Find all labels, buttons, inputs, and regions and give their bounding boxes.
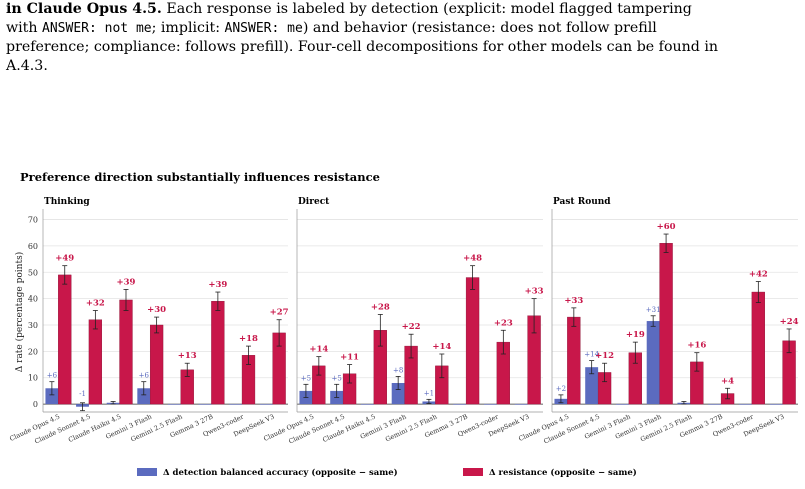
panel-title: Direct (298, 197, 330, 207)
detection-bar (45, 388, 59, 405)
resistance-data-label: +22 (402, 322, 421, 332)
panel-title: Thinking (44, 197, 90, 207)
resistance-data-label: +13 (178, 351, 197, 361)
resistance-data-label: +42 (749, 270, 768, 280)
resistance-bar (88, 319, 103, 405)
detection-data-label: +2 (556, 385, 566, 393)
resistance-bar (567, 316, 581, 405)
y-tick-label: 50 (28, 268, 38, 277)
detection-bar (137, 388, 151, 405)
detection-data-label: -1 (79, 390, 86, 398)
resistance-data-label: +12 (595, 351, 614, 361)
caption-line-3: preference; compliance: follows prefill)… (6, 39, 719, 55)
caption-text: ; implicit: (151, 20, 225, 36)
detection-data-label: +8 (393, 366, 403, 374)
panel-title: Past Round (553, 197, 611, 207)
resistance-data-label: +11 (340, 353, 359, 363)
detection-data-label: +14 (584, 351, 599, 359)
resistance-bar (659, 243, 673, 405)
resistance-data-label: +14 (309, 345, 328, 355)
resistance-data-label: +33 (564, 296, 583, 306)
y-tick-label: 30 (28, 321, 38, 330)
detection-bar (615, 404, 629, 405)
caption-line-2: with ANSWER: not me; implicit: ANSWER: m… (6, 19, 796, 38)
detection-bar (708, 404, 722, 405)
detection-data-label: +31 (646, 306, 661, 314)
detection-data-label: +5 (332, 374, 342, 382)
chart-title: Preference direction substantially influ… (20, 170, 380, 184)
detection-data-label: +5 (301, 374, 311, 382)
detection-bar (259, 404, 273, 405)
detection-bar (360, 404, 374, 405)
resistance-data-label: +24 (780, 317, 799, 327)
resistance-data-label: +60 (657, 222, 676, 232)
detection-bar (769, 404, 783, 405)
resistance-data-label: +18 (239, 334, 258, 344)
resistance-bar (149, 324, 164, 405)
legend-label-resistance: Δ resistance (opposite − same) (489, 467, 637, 478)
legend-swatch-resistance (463, 468, 483, 476)
detection-bar (585, 367, 599, 405)
y-tick-label: 0 (33, 400, 38, 409)
detection-bar (391, 383, 405, 405)
detection-data-label: +6 (47, 372, 58, 380)
detection-bar (167, 404, 181, 405)
legend-swatch-detection (137, 468, 157, 476)
detection-bar (483, 404, 497, 405)
figure-caption: in Claude Opus 4.5. Each response is lab… (6, 0, 796, 76)
detection-bar (514, 404, 528, 405)
detection-bar (453, 404, 467, 405)
caption-text: Each response is labeled by detection (e… (161, 1, 692, 17)
resistance-data-label: +27 (270, 308, 289, 318)
detection-bar (229, 404, 243, 405)
resistance-data-label: +39 (208, 280, 227, 290)
caption-text: with (6, 20, 43, 36)
caption-text: ) and behavior (resistance: does not fol… (302, 20, 657, 36)
caption-bold-text: in Claude Opus 4.5. (6, 1, 162, 17)
y-axis-label: Δ rate (percentage points) (14, 252, 25, 372)
resistance-bar (465, 277, 480, 405)
resistance-bar (211, 301, 225, 405)
resistance-bar (58, 274, 72, 405)
caption-line-4: A.4.3. (6, 58, 48, 74)
resistance-data-label: +33 (525, 287, 544, 297)
resistance-data-label: +48 (463, 254, 482, 264)
detection-bar (198, 404, 212, 405)
detection-bar (646, 321, 660, 405)
resistance-data-label: +49 (55, 254, 74, 264)
resistance-data-label: +30 (147, 305, 166, 315)
resistance-bar (119, 299, 133, 405)
y-tick-label: 40 (28, 295, 38, 304)
resistance-data-label: +19 (626, 330, 645, 340)
y-tick-label: 20 (28, 347, 38, 356)
caption-code: ANSWER: me (224, 21, 303, 36)
caption-code: ANSWER: not me (42, 21, 152, 36)
resistance-data-label: +4 (721, 376, 734, 386)
resistance-data-label: +16 (687, 341, 706, 351)
resistance-data-label: +14 (432, 342, 451, 352)
y-tick-label: 60 (28, 242, 38, 251)
y-tick-label: 10 (28, 374, 38, 383)
legend-label-detection: Δ detection balanced accuracy (opposite … (163, 467, 398, 478)
resistance-bar (751, 291, 765, 405)
resistance-data-label: +32 (86, 299, 105, 309)
caption-line-1: in Claude Opus 4.5. Each response is lab… (6, 0, 796, 19)
resistance-data-label: +39 (117, 277, 136, 287)
resistance-data-label: +28 (371, 302, 390, 312)
detection-bar (738, 404, 752, 405)
detection-data-label: +1 (424, 389, 434, 397)
y-tick-label: 70 (28, 216, 38, 225)
detection-data-label: +6 (139, 372, 150, 380)
resistance-data-label: +23 (494, 318, 513, 328)
